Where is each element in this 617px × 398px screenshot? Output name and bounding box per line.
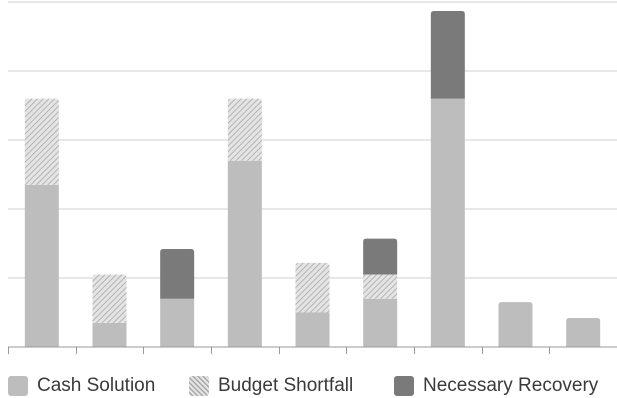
bar-segment-necessary-recovery (160, 249, 195, 299)
bar-segment-budget-shortfall (295, 262, 330, 313)
x-axis (8, 346, 617, 354)
bar-segment-cash-solution (92, 322, 127, 347)
bar-segment-cash-solution (363, 298, 398, 347)
bar-segment-budget-shortfall (24, 98, 59, 185)
bar-segment-necessary-recovery (363, 238, 398, 275)
gridlines (8, 1, 617, 279)
legend-swatch-necessary-recovery (394, 376, 414, 396)
legend-label-necessary-recovery: Necessary Recovery (423, 375, 599, 396)
legend-item-cash-solution: Cash Solution (8, 375, 155, 397)
legend-swatch-budget-shortfall (189, 376, 209, 396)
bars (24, 10, 601, 347)
bar-segment-cash-solution (227, 160, 262, 347)
legend-label-budget-shortfall: Budget Shortfall (218, 375, 354, 396)
bar-segment-cash-solution (160, 298, 195, 347)
bar-segment-cash-solution (566, 318, 601, 347)
legend: Cash Solution Budget Shortfall Necessary… (0, 372, 617, 398)
legend-item-budget-shortfall: Budget Shortfall (189, 375, 353, 397)
bar-segment-budget-shortfall (92, 274, 127, 323)
bar-segment-cash-solution (24, 184, 59, 347)
bar-segment-budget-shortfall (227, 98, 262, 161)
bar-segment-necessary-recovery (430, 10, 465, 99)
bar-segment-cash-solution (295, 312, 330, 347)
bar-chart (8, 1, 617, 354)
legend-swatch-cash-solution (8, 376, 28, 396)
legend-item-necessary-recovery: Necessary Recovery (394, 375, 598, 397)
bar-segment-budget-shortfall (363, 274, 398, 299)
bar-segment-cash-solution (430, 98, 465, 347)
legend-label-cash-solution: Cash Solution (37, 375, 156, 396)
bar-segment-cash-solution (498, 302, 533, 347)
